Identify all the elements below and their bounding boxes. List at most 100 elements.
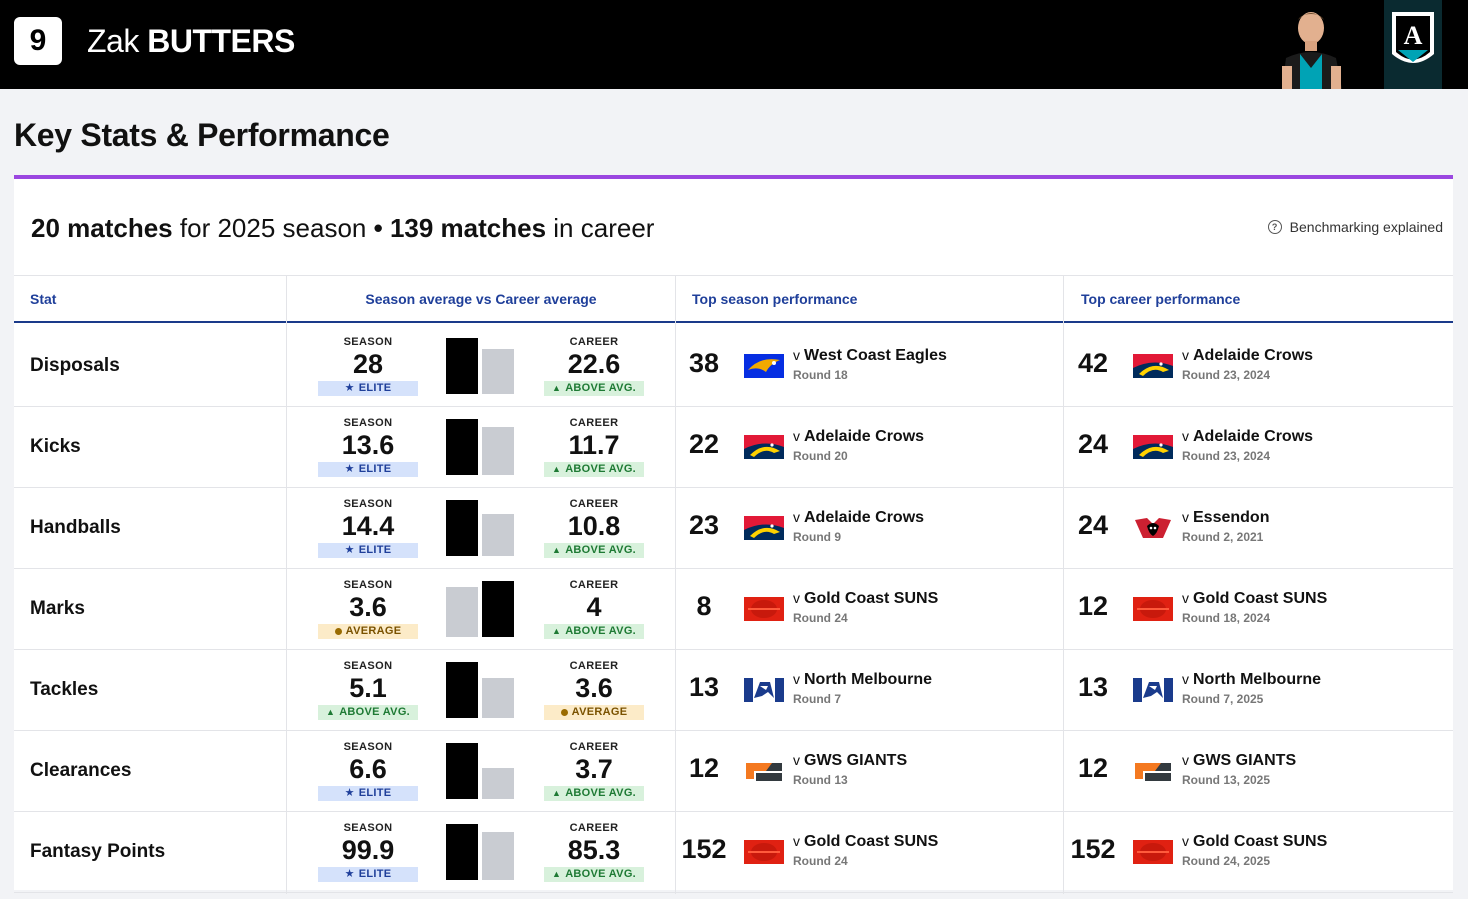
career-value: 85.3 xyxy=(567,835,621,865)
career-average: CAREER 22.6 ▲ ABOVE AVG. xyxy=(544,336,644,396)
season-average: SEASON 13.6 ★ ELITE xyxy=(318,417,418,477)
opponent-name: v Gold Coast SUNS xyxy=(793,833,938,851)
benchmarking-explained-link[interactable]: ? Benchmarking explained xyxy=(1267,219,1443,235)
star-icon: ★ xyxy=(344,463,355,475)
average-comparison-bars xyxy=(446,662,516,718)
column-divider xyxy=(675,275,676,894)
player-number: 9 xyxy=(14,17,62,65)
season-badge: ★ ELITE xyxy=(318,462,418,477)
adelaide-crows-logo-icon xyxy=(1133,435,1173,459)
career-value: 11.7 xyxy=(568,430,620,460)
career-value: 4 xyxy=(586,592,602,622)
help-circle-icon: ? xyxy=(1267,220,1282,234)
season-value: 3.6 xyxy=(349,592,387,622)
opponent-name: v Adelaide Crows xyxy=(793,509,924,527)
career-badge: ▲ ABOVE AVG. xyxy=(544,867,644,882)
top-career-performance[interactable]: 12 v GWS GIANTS Round 13, 2025 xyxy=(1069,731,1449,811)
round-label: Round 18, 2024 xyxy=(1182,611,1271,625)
top-career-performance[interactable]: 152 v Gold Coast SUNS Round 24, 2025 xyxy=(1069,812,1449,892)
season-average: SEASON 6.6 ★ ELITE xyxy=(318,741,418,801)
top-career-performance[interactable]: 13 v North Melbourne Round 7, 2025 xyxy=(1069,650,1449,730)
adelaide-crows-logo-icon xyxy=(1133,354,1173,378)
average-comparison-bars xyxy=(446,581,516,637)
season-label: SEASON xyxy=(343,579,393,591)
performance-value: 12 xyxy=(688,753,720,783)
star-icon: ★ xyxy=(344,787,355,799)
stat-name: Disposals xyxy=(30,355,120,376)
top-season-performance[interactable]: 23 v Adelaide Crows Round 9 xyxy=(680,488,1060,568)
gold-coast-suns-logo-icon xyxy=(744,597,784,621)
performance-value: 38 xyxy=(688,348,720,378)
round-label: Round 18 xyxy=(793,368,848,382)
career-badge: ▲ ABOVE AVG. xyxy=(544,624,644,639)
season-value: 13.6 xyxy=(341,430,395,460)
performance-value: 24 xyxy=(1077,510,1109,540)
round-label: Round 20 xyxy=(793,449,848,463)
career-average: CAREER 10.8 ▲ ABOVE AVG. xyxy=(544,498,644,558)
top-career-performance[interactable]: 24 v Adelaide Crows Round 23, 2024 xyxy=(1069,407,1449,487)
table-row: Disposals SEASON 28 ★ ELITE CAREER 22.6 ▲… xyxy=(14,326,1453,407)
career-label: CAREER xyxy=(569,498,619,510)
top-season-performance[interactable]: 13 v North Melbourne Round 7 xyxy=(680,650,1060,730)
col-top-career[interactable]: Top career performance xyxy=(1081,291,1241,307)
top-career-performance[interactable]: 42 v Adelaide Crows Round 23, 2024 xyxy=(1069,326,1449,406)
career-badge-label: ABOVE AVG. xyxy=(565,463,637,475)
career-text: in career xyxy=(553,213,655,243)
round-label: Round 7, 2025 xyxy=(1182,692,1264,706)
top-season-performance[interactable]: 152 v Gold Coast SUNS Round 24 xyxy=(680,812,1060,892)
career-value: 10.8 xyxy=(567,511,621,541)
versus-label: v xyxy=(1182,752,1189,768)
average-comparison-bars xyxy=(446,500,516,556)
top-season-performance[interactable]: 8 v Gold Coast SUNS Round 24 xyxy=(680,569,1060,649)
table-row: Tackles SEASON 5.1 ▲ ABOVE AVG. CAREER 3.… xyxy=(14,650,1453,731)
opponent-name: v West Coast Eagles xyxy=(793,347,947,365)
career-bar xyxy=(482,514,514,556)
opponent-label: Adelaide Crows xyxy=(1193,428,1314,445)
season-label: SEASON xyxy=(343,822,393,834)
career-badge: ▲ ABOVE AVG. xyxy=(544,786,644,801)
table-row: Handballs SEASON 14.4 ★ ELITE CAREER 10.8… xyxy=(14,488,1453,569)
season-bar xyxy=(446,743,478,799)
player-photo xyxy=(1282,12,1342,89)
opponent-name: v Gold Coast SUNS xyxy=(1182,833,1327,851)
col-avg[interactable]: Season average vs Career average xyxy=(365,291,597,307)
average-comparison-bars xyxy=(446,338,516,394)
opponent-label: GWS GIANTS xyxy=(804,752,908,769)
top-career-performance[interactable]: 24 v Essendon Round 2, 2021 xyxy=(1069,488,1449,568)
opponent-name: v North Melbourne xyxy=(1182,671,1321,689)
season-badge-label: ELITE xyxy=(358,868,392,880)
opponent-label: North Melbourne xyxy=(1193,671,1321,688)
stat-name: Handballs xyxy=(30,517,121,538)
career-label: CAREER xyxy=(569,417,619,429)
gold-coast-suns-logo-icon xyxy=(1133,597,1173,621)
season-badge: ★ ELITE xyxy=(318,543,418,558)
opponent-label: Adelaide Crows xyxy=(804,428,925,445)
opponent-label: Gold Coast SUNS xyxy=(1193,590,1328,607)
performance-value: 12 xyxy=(1077,753,1109,783)
round-label: Round 7 xyxy=(793,692,841,706)
round-label: Round 23, 2024 xyxy=(1182,368,1271,382)
career-value: 22.6 xyxy=(567,349,621,379)
triangle-up-icon: ▲ xyxy=(551,464,562,474)
opponent-name: v GWS GIANTS xyxy=(1182,752,1296,770)
average-comparison-bars xyxy=(446,419,516,475)
top-career-performance[interactable]: 12 v Gold Coast SUNS Round 18, 2024 xyxy=(1069,569,1449,649)
top-season-performance[interactable]: 22 v Adelaide Crows Round 20 xyxy=(680,407,1060,487)
star-icon: ★ xyxy=(344,868,355,880)
west-coast-eagles-logo-icon xyxy=(744,354,784,378)
player-name: Zak BUTTERS xyxy=(87,22,295,60)
star-icon: ★ xyxy=(344,382,355,394)
summary-separator: • xyxy=(373,213,383,243)
performance-value: 152 xyxy=(681,834,727,864)
col-stat[interactable]: Stat xyxy=(30,291,57,307)
round-label: Round 9 xyxy=(793,530,841,544)
top-season-performance[interactable]: 38 v West Coast Eagles Round 18 xyxy=(680,326,1060,406)
career-bar xyxy=(482,426,514,475)
stat-name: Kicks xyxy=(30,436,81,457)
opponent-label: West Coast Eagles xyxy=(804,347,947,364)
season-badge: ▲ ABOVE AVG. xyxy=(318,705,418,720)
top-season-performance[interactable]: 12 v GWS GIANTS Round 13 xyxy=(680,731,1060,811)
versus-label: v xyxy=(1182,509,1189,525)
career-badge-label: ABOVE AVG. xyxy=(565,787,637,799)
col-top-season[interactable]: Top season performance xyxy=(692,291,858,307)
